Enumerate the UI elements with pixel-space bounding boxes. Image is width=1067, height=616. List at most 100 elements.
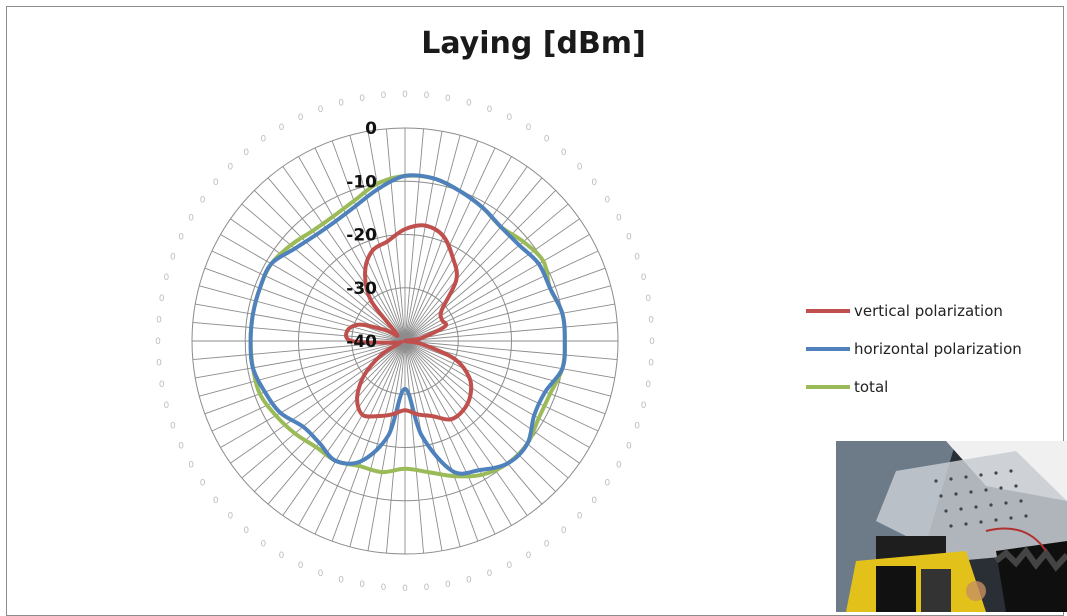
grid-spoke xyxy=(199,285,406,342)
angle-label: 0 xyxy=(424,91,430,101)
angle-label: 0 xyxy=(466,98,472,108)
angle-label: 0 xyxy=(338,576,344,586)
legend: vertical polarization horizontal polariz… xyxy=(806,292,1022,406)
grid-spoke xyxy=(404,321,618,342)
angle-label: 0 xyxy=(526,123,532,133)
grid-spoke xyxy=(282,340,406,516)
grid-spoke xyxy=(404,156,512,342)
angle-label: 0 xyxy=(359,580,365,590)
angle-label: 0 xyxy=(616,214,622,224)
radial-tick-label: 0 xyxy=(365,119,377,139)
grid-spoke xyxy=(404,177,543,342)
angle-label: 0 xyxy=(507,561,513,571)
angle-label: 0 xyxy=(648,315,654,325)
angle-label: 0 xyxy=(648,359,654,369)
angle-label: 0 xyxy=(381,583,387,593)
grid-spoke xyxy=(298,156,406,342)
legend-label-horizontal: horizontal polarization xyxy=(854,340,1022,358)
grid-spoke xyxy=(331,140,406,342)
grid-spoke xyxy=(404,340,528,516)
legend-swatch-horizontal xyxy=(806,347,850,351)
grid-spoke xyxy=(331,340,406,542)
angle-label: 0 xyxy=(200,479,206,489)
grid-spoke xyxy=(404,340,425,554)
grid-spoke xyxy=(241,203,406,342)
grid-spoke xyxy=(349,340,406,547)
grid-spoke xyxy=(404,166,528,342)
grid-spoke xyxy=(404,340,606,415)
angle-label: 0 xyxy=(561,526,567,536)
angle-label: 0 xyxy=(188,461,194,471)
grid-spoke xyxy=(404,340,496,535)
legend-label-total: total xyxy=(854,378,889,396)
grid-spoke xyxy=(404,340,512,526)
grid-spoke xyxy=(349,135,406,342)
grid-spoke xyxy=(404,340,569,479)
grid-spoke xyxy=(404,218,580,342)
angle-label: 0 xyxy=(645,380,651,390)
angle-label: 0 xyxy=(298,561,304,571)
grid-spoke xyxy=(404,340,543,505)
grid-spoke xyxy=(404,340,615,379)
angle-label: 0 xyxy=(445,580,451,590)
angle-label: 0 xyxy=(507,113,513,123)
angle-label: 0 xyxy=(298,113,304,123)
grid-spoke xyxy=(204,267,406,342)
angle-label: 0 xyxy=(402,90,408,100)
angle-label: 0 xyxy=(170,253,176,263)
angle-label: 0 xyxy=(359,94,365,104)
angle-label: 0 xyxy=(487,569,493,579)
angle-label: 0 xyxy=(164,401,170,411)
radial-tick-label: -40 xyxy=(346,332,377,352)
grid-spoke xyxy=(192,321,406,342)
grid-spoke xyxy=(314,147,406,342)
angle-label: 0 xyxy=(200,195,206,205)
angle-label: 0 xyxy=(156,315,162,325)
grid-spoke xyxy=(241,340,406,479)
grid-spoke xyxy=(404,340,618,361)
grid-spoke xyxy=(195,303,406,342)
radial-tick-label: -30 xyxy=(346,279,377,299)
grid-spoke xyxy=(195,340,406,379)
angle-label: 0 xyxy=(577,162,583,172)
grid-spoke xyxy=(314,340,406,535)
angle-label: 0 xyxy=(641,273,647,283)
angle-label: 0 xyxy=(445,94,451,104)
grid-spoke xyxy=(404,340,461,547)
grid-spoke xyxy=(404,128,425,342)
angle-label: 0 xyxy=(544,539,550,549)
grid-spoke xyxy=(385,340,406,554)
angle-label: 0 xyxy=(338,98,344,108)
angle-label: 0 xyxy=(466,576,472,586)
vertical-polarization-line xyxy=(344,223,474,422)
grid-spoke xyxy=(211,340,406,432)
angle-label: 0 xyxy=(424,583,430,593)
angle-label: 0 xyxy=(634,421,640,431)
grid-spoke xyxy=(298,340,406,526)
grid-spoke xyxy=(404,250,599,342)
grid-spoke xyxy=(367,340,406,551)
angle-label: 0 xyxy=(227,162,233,172)
grid-spoke xyxy=(230,218,406,342)
angle-label: 0 xyxy=(164,273,170,283)
angle-label: 0 xyxy=(260,135,266,145)
angle-label: 0 xyxy=(604,479,610,489)
grid-spoke xyxy=(404,303,615,342)
angle-label: 0 xyxy=(170,421,176,431)
grid-spoke xyxy=(404,190,556,342)
angle-label: 0 xyxy=(604,195,610,205)
grid-spoke xyxy=(199,340,406,397)
angle-label: 0 xyxy=(279,551,285,561)
angle-label: 0 xyxy=(243,148,249,158)
angle-label: 0 xyxy=(213,496,219,506)
angle-label: 0 xyxy=(626,233,632,243)
angle-label: 0 xyxy=(213,178,219,188)
angle-label: 0 xyxy=(159,294,165,304)
grid-spoke xyxy=(367,131,406,342)
grid-spoke xyxy=(267,340,406,505)
angle-label: 0 xyxy=(402,584,408,594)
grid-spoke xyxy=(404,131,443,342)
angle-label: 0 xyxy=(159,380,165,390)
angle-label: 0 xyxy=(591,178,597,188)
